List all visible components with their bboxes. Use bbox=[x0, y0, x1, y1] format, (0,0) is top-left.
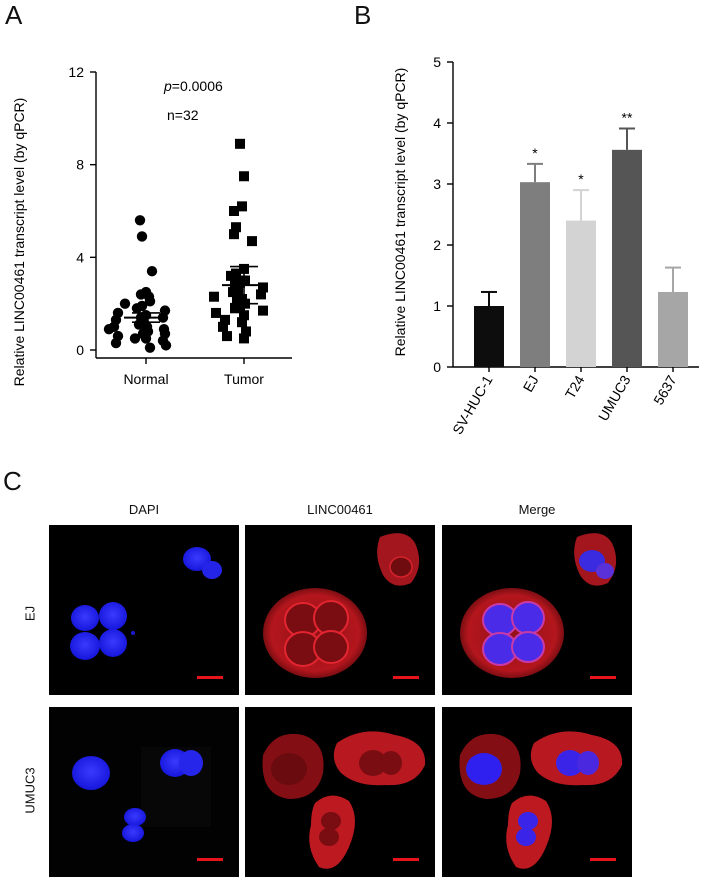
tumor-point bbox=[226, 270, 236, 281]
tumor-point bbox=[229, 206, 239, 216]
normal-point bbox=[129, 333, 141, 344]
tumor-point bbox=[222, 331, 232, 342]
panel-b-ytick-label: 0 bbox=[433, 359, 441, 375]
normal-point bbox=[103, 323, 115, 335]
normal-point bbox=[140, 333, 152, 344]
tumor-point bbox=[247, 236, 257, 247]
tumor-point bbox=[241, 326, 251, 337]
image-umuc3-linc00461 bbox=[245, 707, 435, 877]
tumor-point bbox=[239, 333, 249, 344]
tumor-point bbox=[230, 303, 240, 314]
bar-umuc3 bbox=[612, 149, 642, 367]
panel-b-letter: B bbox=[354, 0, 372, 30]
panel-b-ytick-label: 3 bbox=[433, 176, 441, 192]
tumor-point bbox=[256, 289, 266, 300]
panel-b-xtick-label: T24 bbox=[562, 372, 588, 401]
scale-bar bbox=[590, 858, 616, 861]
significance-star: ** bbox=[622, 109, 633, 125]
significance-star: * bbox=[532, 145, 538, 161]
panel-a-letter: A bbox=[5, 0, 23, 30]
ej-linc00461-cells bbox=[263, 533, 420, 678]
panel-a-ytick-label: 8 bbox=[76, 157, 84, 173]
tumor-point bbox=[239, 171, 249, 182]
panel-a-n: n=32 bbox=[167, 107, 199, 123]
bar-sv-huc-1 bbox=[474, 306, 504, 367]
normal-point bbox=[146, 266, 158, 277]
col-label-dapi: DAPI bbox=[128, 502, 160, 517]
panel-b-ytick-label: 2 bbox=[433, 237, 441, 253]
normal-point bbox=[110, 337, 122, 349]
image-umuc3-merge bbox=[442, 707, 632, 877]
tumor-point bbox=[258, 305, 268, 316]
ej-merge-cells bbox=[460, 533, 617, 678]
scale-bar bbox=[197, 858, 223, 861]
tumor-point bbox=[211, 307, 221, 318]
panel-a-pvalue: p=0.0006 bbox=[163, 78, 223, 94]
panel-a-ylabel: Relative LINC00461 transcript level (by … bbox=[11, 98, 27, 387]
panel-a-xtick-label: Tumor bbox=[224, 371, 264, 387]
normal-point bbox=[136, 231, 148, 242]
scale-bar bbox=[197, 676, 223, 679]
scale-bar bbox=[393, 676, 419, 679]
image-ej-dapi bbox=[49, 525, 239, 695]
panel-a-scatter-chart: Relative LINC00461 transcript level (by … bbox=[11, 64, 292, 387]
normal-point bbox=[119, 298, 131, 309]
panel-b-bar-chart: Relative LINC00461 transcript level (by … bbox=[392, 54, 699, 437]
image-ej-linc00461 bbox=[245, 525, 435, 695]
col-label-merge: Merge bbox=[518, 502, 556, 517]
normal-point bbox=[144, 342, 156, 353]
tumor-point bbox=[218, 321, 228, 332]
col-label-linc00461: LINC00461 bbox=[307, 502, 373, 517]
image-umuc3-dapi bbox=[49, 707, 239, 877]
umuc3-dapi-nuclei bbox=[49, 707, 239, 877]
umuc3-linc00461-cells bbox=[262, 731, 426, 869]
bar-5637 bbox=[658, 291, 688, 367]
tumor-point bbox=[237, 317, 247, 328]
panel-a-ytick-label: 0 bbox=[76, 342, 84, 358]
tumor-point bbox=[231, 222, 241, 233]
tumor-point bbox=[228, 287, 238, 298]
normal-point bbox=[134, 215, 146, 226]
bar-ej bbox=[520, 182, 550, 367]
tumor-point bbox=[237, 201, 247, 212]
bar-t24 bbox=[566, 220, 596, 367]
umuc3-merge-cells bbox=[459, 731, 623, 869]
panel-a-xtick-label: Normal bbox=[123, 371, 168, 387]
panel-b-xtick-label: EJ bbox=[520, 373, 542, 395]
panel-b-ytick-label: 1 bbox=[433, 298, 441, 314]
significance-star: * bbox=[578, 171, 584, 187]
row-label-umuc3: UMUC3 bbox=[22, 767, 38, 814]
panel-b-xtick-label: 5637 bbox=[650, 372, 680, 407]
panel-b-ytick-label: 5 bbox=[433, 54, 441, 70]
normal-point bbox=[144, 296, 156, 307]
tumor-point bbox=[258, 282, 268, 293]
tumor-point bbox=[239, 310, 249, 321]
panel-a-ytick-label: 12 bbox=[68, 64, 84, 80]
panel-b-xtick-label: SV-HUC-1 bbox=[449, 372, 496, 437]
scale-bar bbox=[590, 676, 616, 679]
ej-dapi-nuclei bbox=[70, 547, 222, 660]
tumor-point bbox=[209, 291, 219, 302]
image-ej-merge bbox=[442, 525, 632, 695]
panel-a-ytick-label: 4 bbox=[76, 249, 84, 265]
panel-b-ytick-label: 4 bbox=[433, 115, 441, 131]
tumor-point bbox=[235, 138, 245, 149]
normal-point bbox=[160, 340, 172, 351]
tumor-point bbox=[220, 314, 230, 325]
panel-c-letter: C bbox=[3, 466, 22, 496]
panel-b-xtick-label: UMUC3 bbox=[595, 372, 634, 423]
scale-bar bbox=[393, 858, 419, 861]
normal-point bbox=[135, 289, 147, 300]
panel-b-ylabel: Relative LINC00461 transcript level (by … bbox=[392, 68, 408, 357]
tumor-point bbox=[229, 229, 239, 240]
normal-point bbox=[131, 303, 143, 314]
row-label-ej: EJ bbox=[22, 605, 38, 622]
